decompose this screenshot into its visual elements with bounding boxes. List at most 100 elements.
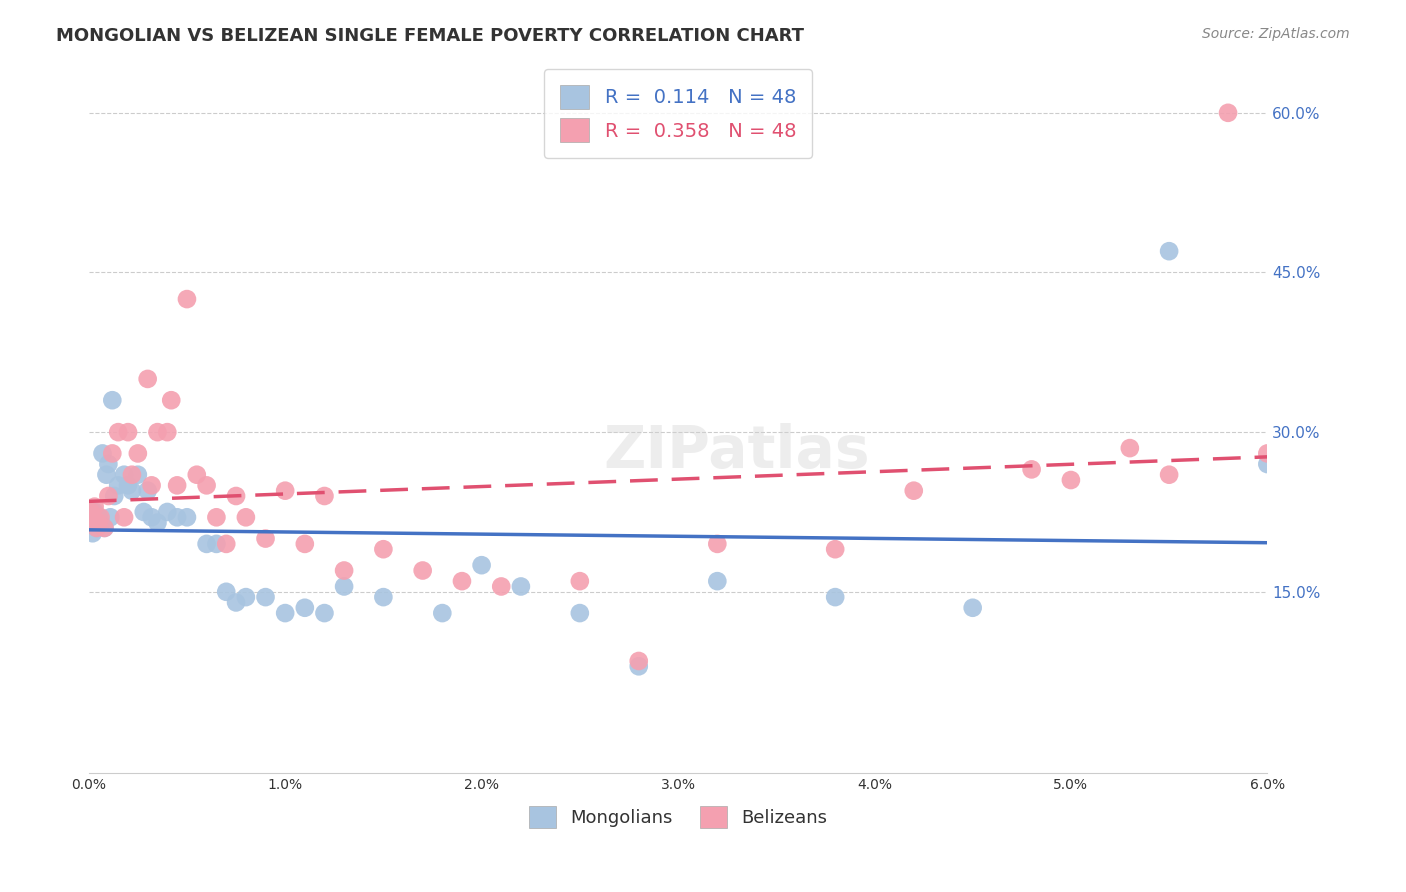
- Point: [86, 521, 108, 535]
- Point: [166, 510, 188, 524]
- Point: [373, 590, 395, 604]
- Point: [962, 600, 984, 615]
- Point: [568, 606, 591, 620]
- Point: [1216, 105, 1239, 120]
- Point: [83, 510, 105, 524]
- Point: [215, 584, 238, 599]
- Point: [136, 372, 159, 386]
- Point: [294, 537, 316, 551]
- Point: [82, 505, 104, 519]
- Point: [80, 516, 103, 530]
- Point: [156, 505, 179, 519]
- Point: [706, 574, 728, 589]
- Point: [432, 606, 454, 620]
- Point: [117, 425, 139, 439]
- Point: [103, 489, 125, 503]
- Point: [235, 510, 257, 524]
- Point: [1021, 462, 1043, 476]
- Point: [215, 537, 238, 551]
- Point: [471, 558, 494, 573]
- Point: [1060, 473, 1083, 487]
- Text: Source: ZipAtlas.com: Source: ZipAtlas.com: [1202, 27, 1350, 41]
- Point: [156, 425, 179, 439]
- Point: [274, 606, 297, 620]
- Point: [97, 457, 120, 471]
- Point: [107, 478, 129, 492]
- Point: [627, 654, 650, 668]
- Point: [80, 505, 103, 519]
- Point: [86, 521, 108, 535]
- Point: [82, 526, 104, 541]
- Point: [112, 510, 135, 524]
- Point: [136, 483, 159, 498]
- Point: [706, 537, 728, 551]
- Point: [1119, 441, 1142, 455]
- Point: [225, 489, 247, 503]
- Point: [121, 483, 143, 498]
- Point: [97, 489, 120, 503]
- Point: [83, 505, 105, 519]
- Point: [294, 600, 316, 615]
- Point: [824, 542, 846, 557]
- Point: [824, 590, 846, 604]
- Point: [373, 542, 395, 557]
- Point: [82, 510, 104, 524]
- Point: [77, 510, 100, 524]
- Point: [141, 510, 163, 524]
- Text: MONGOLIAN VS BELIZEAN SINGLE FEMALE POVERTY CORRELATION CHART: MONGOLIAN VS BELIZEAN SINGLE FEMALE POVE…: [56, 27, 804, 45]
- Point: [195, 478, 218, 492]
- Point: [160, 393, 183, 408]
- Point: [112, 467, 135, 482]
- Point: [87, 516, 110, 530]
- Point: [568, 574, 591, 589]
- Point: [89, 516, 111, 530]
- Point: [235, 590, 257, 604]
- Point: [627, 659, 650, 673]
- Point: [412, 564, 434, 578]
- Point: [101, 446, 124, 460]
- Point: [91, 446, 114, 460]
- Point: [274, 483, 297, 498]
- Point: [451, 574, 474, 589]
- Point: [491, 579, 513, 593]
- Point: [87, 510, 110, 524]
- Point: [225, 595, 247, 609]
- Point: [509, 579, 531, 593]
- Point: [205, 510, 228, 524]
- Point: [127, 446, 149, 460]
- Point: [254, 532, 277, 546]
- Point: [146, 516, 169, 530]
- Point: [117, 478, 139, 492]
- Point: [176, 292, 198, 306]
- Point: [127, 467, 149, 482]
- Point: [98, 510, 121, 524]
- Text: ZIPatlas: ZIPatlas: [603, 424, 870, 480]
- Point: [1159, 467, 1181, 482]
- Point: [254, 590, 277, 604]
- Point: [121, 467, 143, 482]
- Point: [1256, 446, 1278, 460]
- Point: [176, 510, 198, 524]
- Point: [132, 505, 155, 519]
- Point: [93, 521, 115, 535]
- Point: [333, 564, 356, 578]
- Point: [195, 537, 218, 551]
- Point: [101, 393, 124, 408]
- Point: [96, 467, 118, 482]
- Point: [1159, 244, 1181, 259]
- Point: [166, 478, 188, 492]
- Point: [333, 579, 356, 593]
- Point: [107, 425, 129, 439]
- Point: [186, 467, 208, 482]
- Point: [314, 606, 336, 620]
- Point: [89, 510, 111, 524]
- Point: [314, 489, 336, 503]
- Point: [205, 537, 228, 551]
- Point: [141, 478, 163, 492]
- Point: [1256, 457, 1278, 471]
- Point: [93, 521, 115, 535]
- Point: [83, 500, 105, 514]
- Point: [903, 483, 925, 498]
- Point: [146, 425, 169, 439]
- Legend: Mongolians, Belizeans: Mongolians, Belizeans: [522, 798, 835, 835]
